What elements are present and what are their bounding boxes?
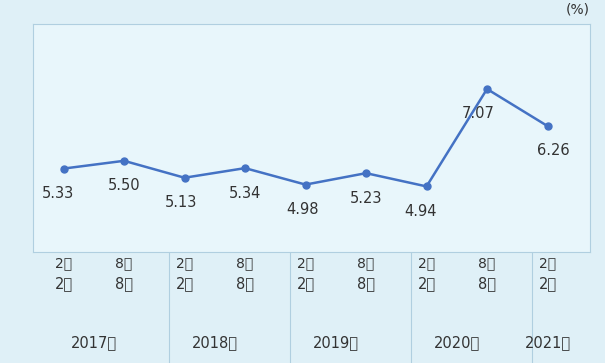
Text: 2月: 2月 [296,276,315,291]
Text: 8月: 8月 [115,276,133,291]
Text: (%): (%) [566,2,590,16]
Text: 5.23: 5.23 [350,191,382,205]
Text: 5.33: 5.33 [41,186,74,201]
Text: 4.94: 4.94 [404,204,437,219]
Text: 8月: 8月 [236,276,254,291]
Text: 5.50: 5.50 [108,178,140,193]
Text: 4.98: 4.98 [286,202,319,217]
Text: 2021年: 2021年 [525,335,571,351]
Text: 6.26: 6.26 [537,143,570,158]
Text: 8月: 8月 [357,276,375,291]
Text: 2月: 2月 [538,276,557,291]
Text: 5.34: 5.34 [229,185,261,200]
Text: 2017年: 2017年 [71,335,117,351]
Text: 2019年: 2019年 [313,335,359,351]
Text: 2020年: 2020年 [434,335,480,351]
Text: 2月: 2月 [417,276,436,291]
Text: 2月: 2月 [175,276,194,291]
Text: 7.07: 7.07 [462,106,494,121]
Text: 5.13: 5.13 [165,195,198,210]
Text: 2月: 2月 [54,276,73,291]
Text: 8月: 8月 [478,276,496,291]
Text: 2018年: 2018年 [192,335,238,351]
